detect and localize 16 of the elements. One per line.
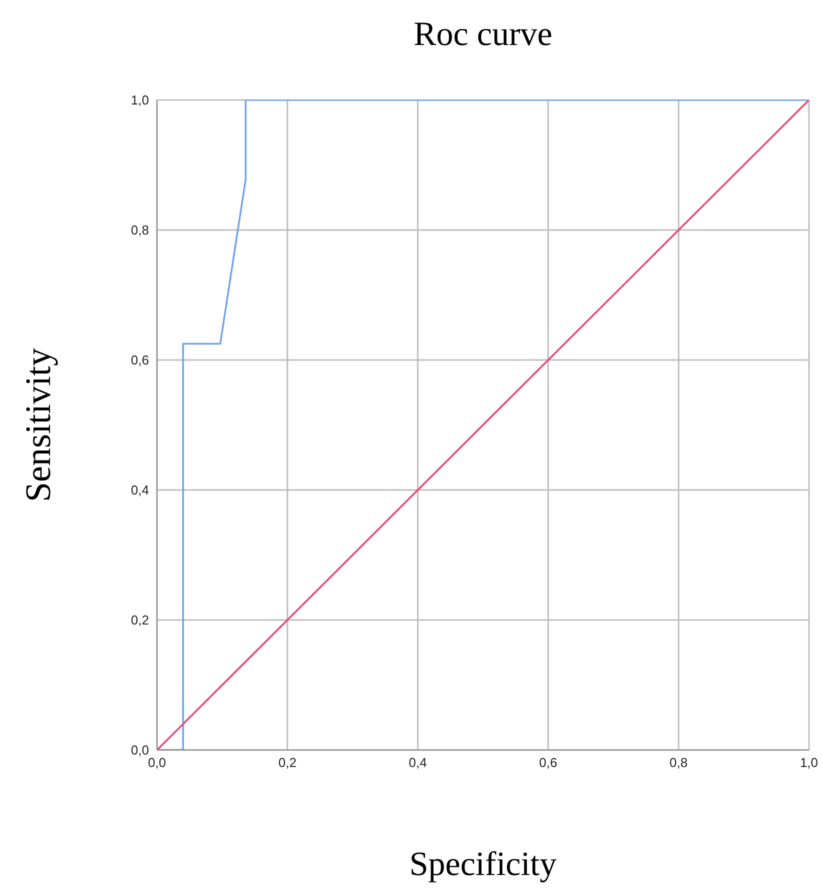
x-tick-label: 0,2 <box>278 755 296 770</box>
x-tick-label: 0,8 <box>670 755 688 770</box>
chart-title: Roc curve <box>412 16 554 54</box>
x-tick-label: 1,0 <box>800 755 818 770</box>
y-tick-label: 0,4 <box>130 482 149 498</box>
y-tick-label: 0,0 <box>130 742 149 758</box>
x-axis-title: Specificity <box>408 846 558 884</box>
y-tick-label: 0,8 <box>130 222 149 238</box>
x-tick-label: 0,6 <box>539 755 558 770</box>
x-tick-label: 0,0 <box>148 755 166 770</box>
x-tick-label: 0,4 <box>408 755 427 770</box>
y-tick-label: 0,6 <box>130 352 149 368</box>
line-series <box>157 100 809 750</box>
y-tick-label: 0,2 <box>130 612 149 628</box>
y-axis-title: Sensitivity <box>17 348 59 502</box>
y-tick-label: 1,0 <box>130 92 149 108</box>
